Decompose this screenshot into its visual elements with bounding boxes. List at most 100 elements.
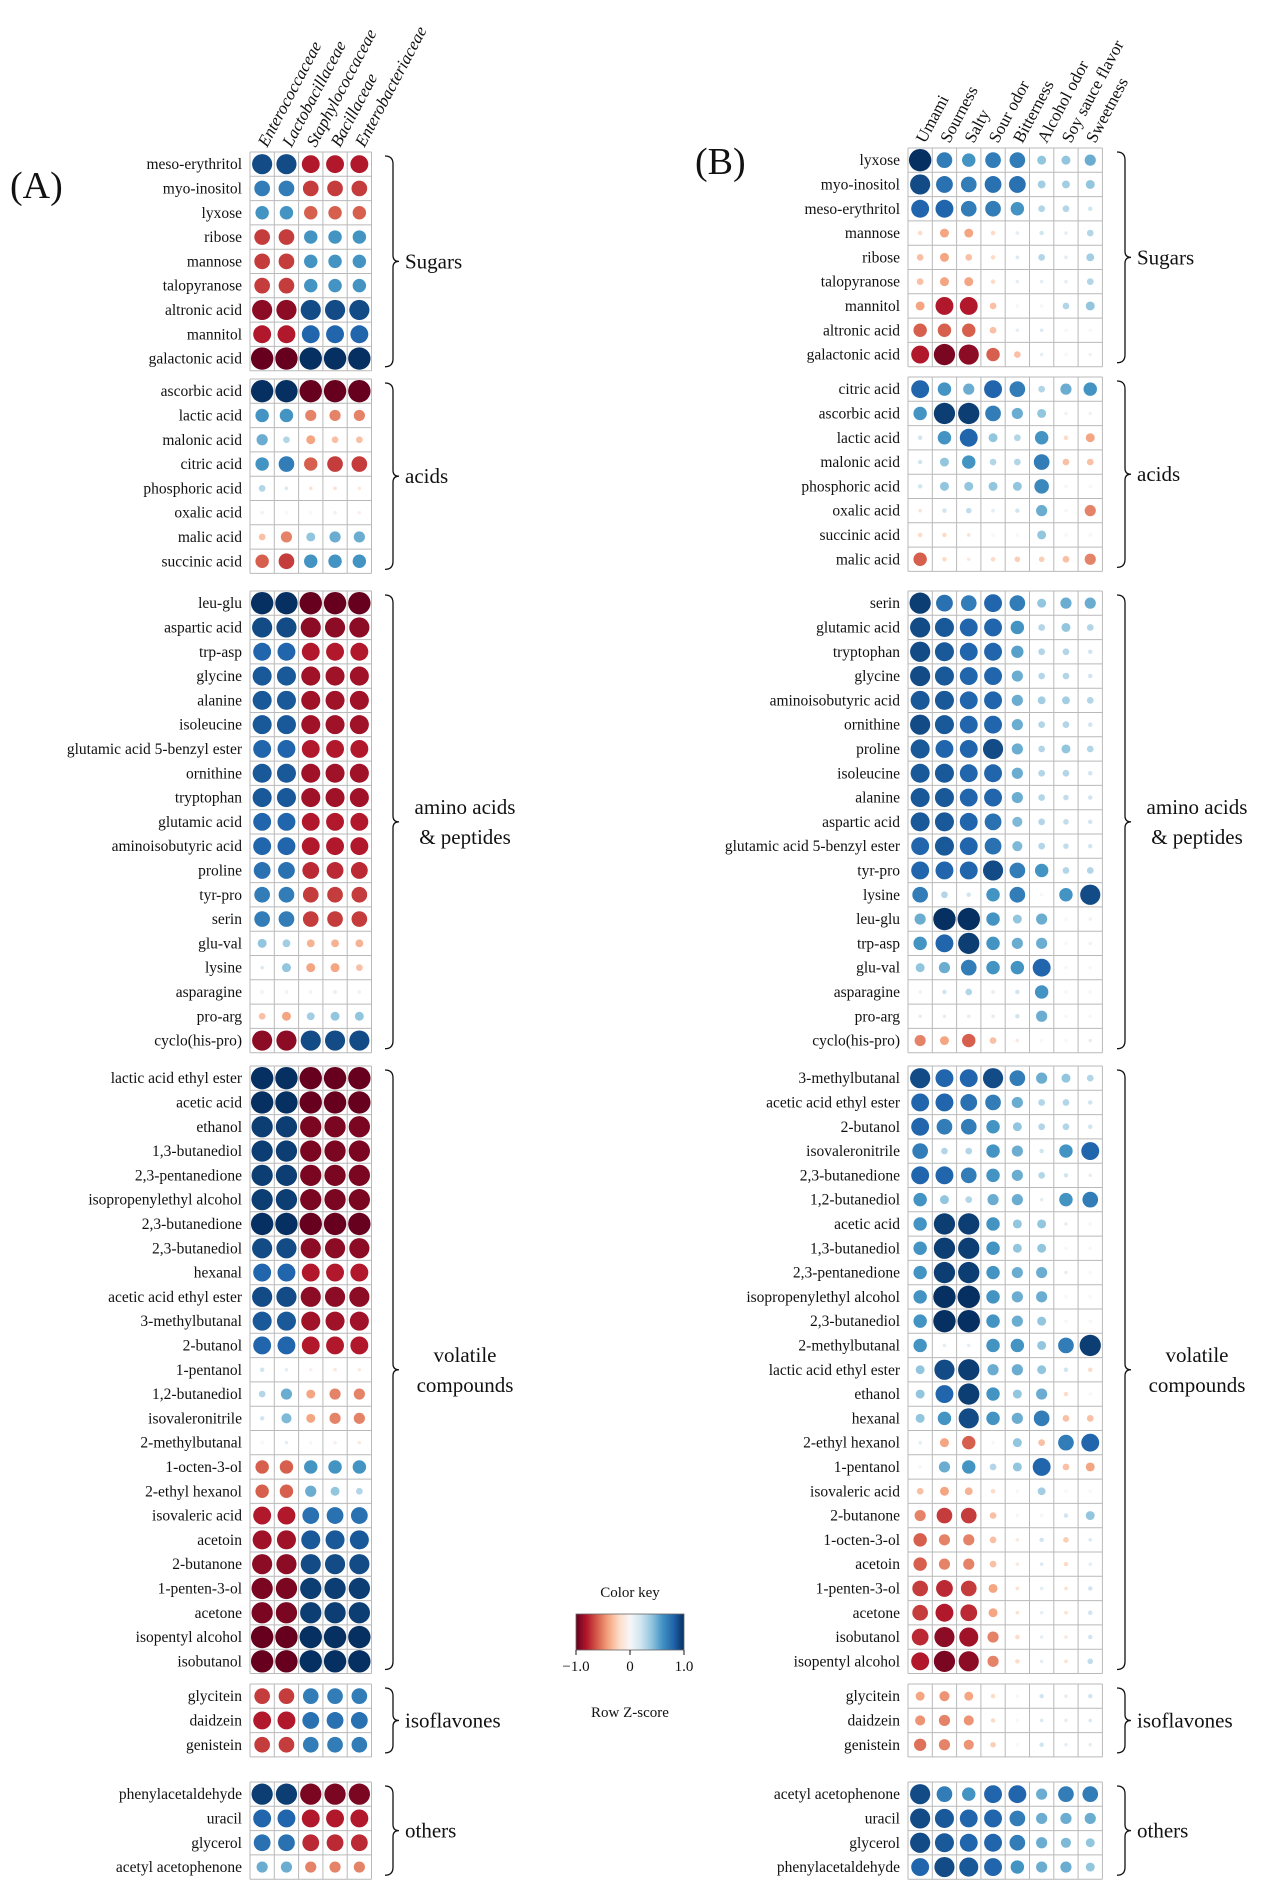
heatmap-dot [964,1487,973,1496]
row-label: aminoisobutyric acid [770,692,901,709]
heatmap-dot [936,152,953,168]
group-bracket [1116,151,1132,364]
heatmap-dot [349,1311,369,1331]
heatmap-dot [986,347,1000,362]
heatmap-dot [275,1189,298,1211]
heatmap-dot [254,180,270,197]
heatmap-dot [1060,1812,1072,1825]
heatmap-dot [911,861,930,880]
heatmap-dot [1062,1123,1070,1131]
heatmap-dot [1012,1219,1022,1229]
row-label: lyxose [860,152,901,169]
row-label: lactic acid ethyl ester [769,1362,901,1379]
heatmap-dot [962,1460,976,1474]
heatmap-dot [324,1116,346,1138]
heatmap-dot [933,1261,956,1284]
row-label: galactonic acid [807,347,901,364]
heatmap-dot [1011,1412,1023,1424]
row-label: ornithine [186,765,242,782]
heatmap-dot [301,1809,320,1828]
color-key-bar [575,1613,685,1651]
heatmap-dot [936,1786,953,1802]
heatmap-dot [986,1144,1000,1158]
heatmap-dot [253,739,272,758]
heatmap-dot [299,379,322,403]
heatmap-dot [278,229,295,245]
heatmap-dot [1064,1718,1068,1723]
heatmap-dot [960,959,977,976]
heatmap-dot [1009,152,1026,168]
heatmap-dot [1034,479,1049,494]
heatmap-dot [909,592,931,614]
heatmap-dot [1064,1014,1068,1019]
heatmap-dot [1064,1222,1068,1226]
row-label: glutamic acid 5-benzyl ester [725,838,901,855]
heatmap-dot [1064,1319,1068,1323]
heatmap-dot [958,344,979,365]
heatmap-dot [1064,328,1068,333]
heatmap-dot [253,325,272,344]
heatmap-dot [1064,352,1068,357]
row-label: 2,3-butanediol [152,1240,242,1257]
heatmap-dot [1038,721,1046,729]
heatmap-dot [1039,1197,1044,1202]
heatmap-dot [1058,1337,1074,1354]
heatmap-dot [942,1014,947,1019]
heatmap-dot [326,812,345,831]
row-label: glutamic acid [816,619,900,636]
heatmap-dot [275,591,298,615]
heatmap-dot [1064,1586,1068,1591]
heatmap-dot [325,666,345,686]
heatmap-dot [918,1465,922,1469]
heatmap-dot [250,1650,274,1673]
heatmap-dot [323,379,347,403]
heatmap-dot [1064,1489,1068,1494]
heatmap-dot [301,1336,320,1355]
heatmap-dot [1088,411,1093,416]
heatmap-dot [1063,1513,1069,1518]
heatmap-dot [1012,1462,1022,1472]
heatmap-dot [958,1261,980,1284]
row-label: 2-ethyl hexanol [145,1483,242,1500]
heatmap-dot [1063,1561,1069,1567]
heatmap-dot [1012,841,1023,852]
heatmap-dot [939,481,949,491]
heatmap-dot [989,1037,997,1044]
heatmap-dot [251,1783,273,1805]
heatmap-dot [991,533,995,537]
heatmap-dot [934,1808,954,1828]
heatmap-dot [278,253,295,270]
heatmap-dot [1037,598,1047,608]
group-block: citric acid ascorbic acid lactic acid malon… [801,376,1180,572]
heatmap-dot [278,277,295,294]
row-label: proline [198,862,242,879]
group-block: ascorbic acid lactic acid malonic acid citr… [143,378,448,574]
group-bracket [1116,594,1132,1050]
heatmap-dot [938,1739,951,1751]
heatmap-dot [1079,1334,1101,1357]
heatmap-dot [959,296,978,315]
row-label: lysine [863,887,900,904]
heatmap-dot [324,1554,346,1575]
heatmap-dot [348,379,371,403]
heatmap-dot [1038,672,1046,680]
heatmap-dot [333,1440,337,1445]
heatmap-dot [330,1486,340,1496]
row-label: genistein [844,1737,900,1754]
heatmap-dot [276,1311,296,1331]
heatmap-dot [1064,917,1068,921]
heatmap-dot [1084,597,1096,609]
heatmap-dot [252,1286,273,1307]
heatmap-dot [959,618,978,637]
heatmap-dot [990,1718,996,1723]
heatmap-dot [962,323,976,337]
heatmap-dot [278,1834,295,1852]
heatmap-dot [1037,1365,1047,1375]
heatmap-dot [960,176,977,193]
heatmap-dot [1039,1537,1044,1543]
row-label: lysine [205,960,242,977]
heatmap-dot [1062,302,1070,310]
heatmap-dot [984,788,1003,807]
heatmap-dot [348,1164,370,1186]
heatmap-dot [350,1712,368,1729]
